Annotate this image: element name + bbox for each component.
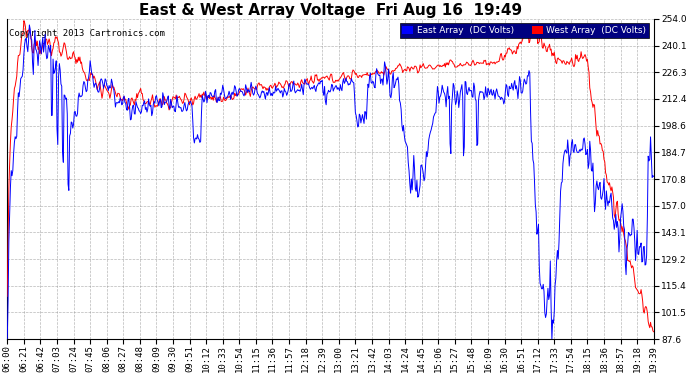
Legend: East Array  (DC Volts), West Array  (DC Volts): East Array (DC Volts), West Array (DC Vo… (400, 24, 649, 38)
Title: East & West Array Voltage  Fri Aug 16  19:49: East & West Array Voltage Fri Aug 16 19:… (139, 3, 522, 18)
Text: Copyright 2013 Cartronics.com: Copyright 2013 Cartronics.com (8, 28, 164, 38)
